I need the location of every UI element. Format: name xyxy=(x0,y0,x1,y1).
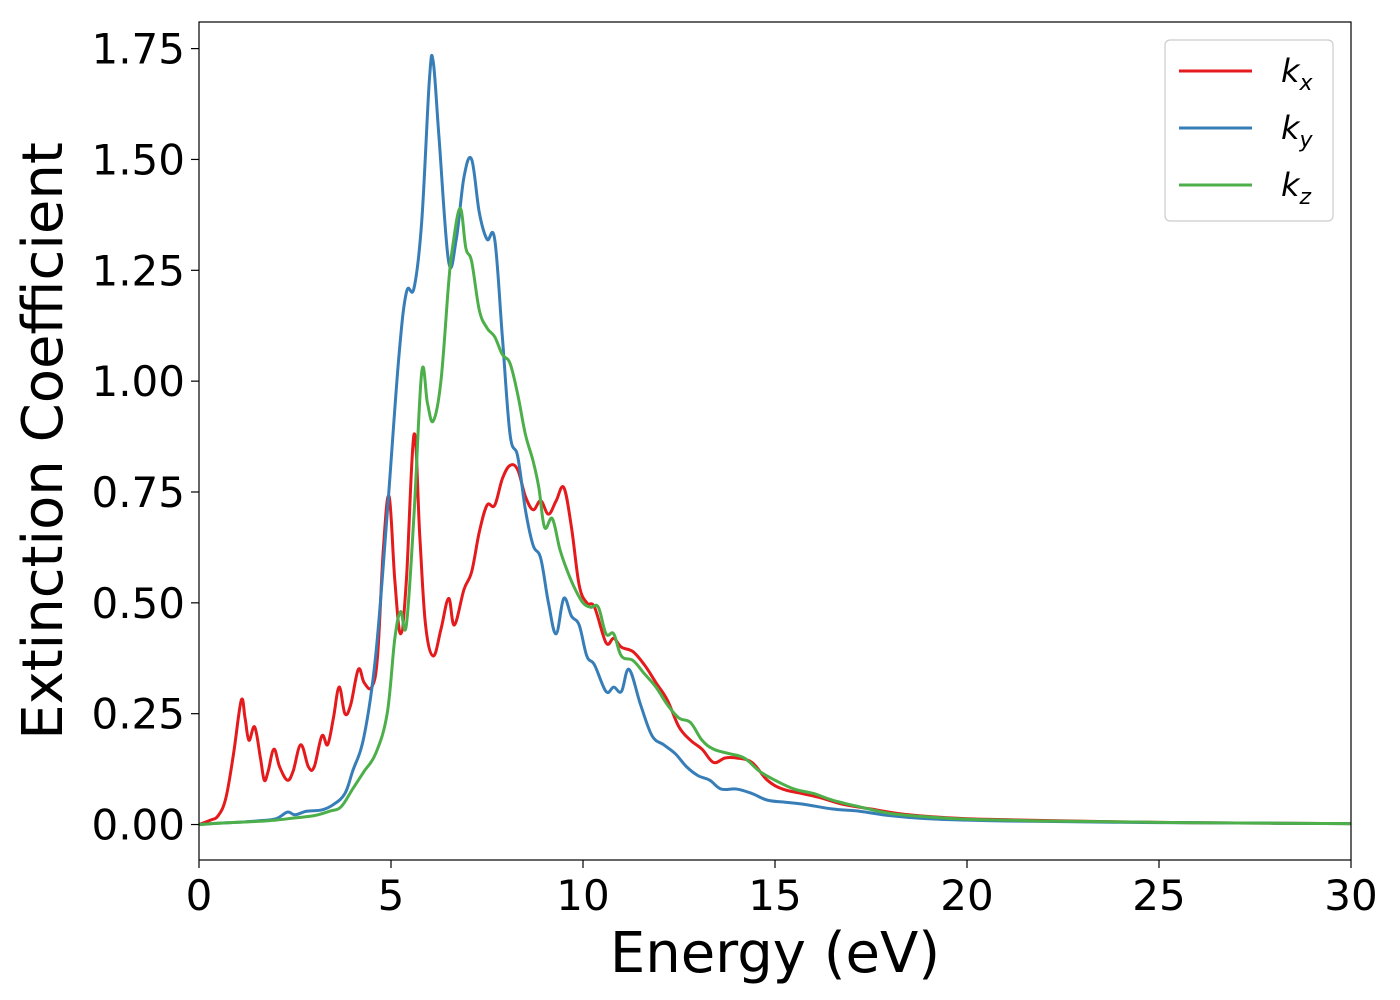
series-line-ky xyxy=(199,53,1351,827)
y-axis-label: Extinction Coefficient xyxy=(11,142,76,740)
series-line-kx xyxy=(199,432,1351,827)
legend-label-kx: kx xyxy=(1281,52,1314,96)
y-tick-label: 0.25 xyxy=(91,690,185,739)
y-tick-label: 1.75 xyxy=(91,25,185,74)
y-tick-label: 0.50 xyxy=(91,579,185,628)
y-tick-label: 0.75 xyxy=(91,468,185,517)
x-tick-label: 15 xyxy=(748,871,801,920)
x-tick-label: 5 xyxy=(378,871,405,920)
series-line-kz xyxy=(199,206,1351,827)
y-tick-label: 0.00 xyxy=(91,801,185,850)
legend: kx ky kz xyxy=(1164,39,1334,222)
y-tick-label: 1.50 xyxy=(91,135,185,184)
x-tick-label: 20 xyxy=(940,871,993,920)
plot-lines xyxy=(199,53,1351,827)
x-tick-label: 0 xyxy=(186,871,213,920)
legend-label-ky: ky xyxy=(1281,109,1314,153)
legend-box xyxy=(1164,39,1334,222)
y-tick-label: 1.00 xyxy=(91,357,185,406)
x-tick-label: 30 xyxy=(1324,871,1377,920)
x-tick-label: 25 xyxy=(1132,871,1185,920)
y-tick-label: 1.25 xyxy=(91,246,185,295)
legend-label-kz: kz xyxy=(1281,166,1312,210)
x-tick-label: 10 xyxy=(556,871,609,920)
y-axis-ticks: 0.00 0.25 0.50 0.75 1.00 1.25 1.50 1.75 xyxy=(91,25,199,850)
x-axis-ticks: 0 5 10 15 20 25 30 xyxy=(186,860,1378,920)
x-axis-label: Energy (eV) xyxy=(610,921,940,986)
